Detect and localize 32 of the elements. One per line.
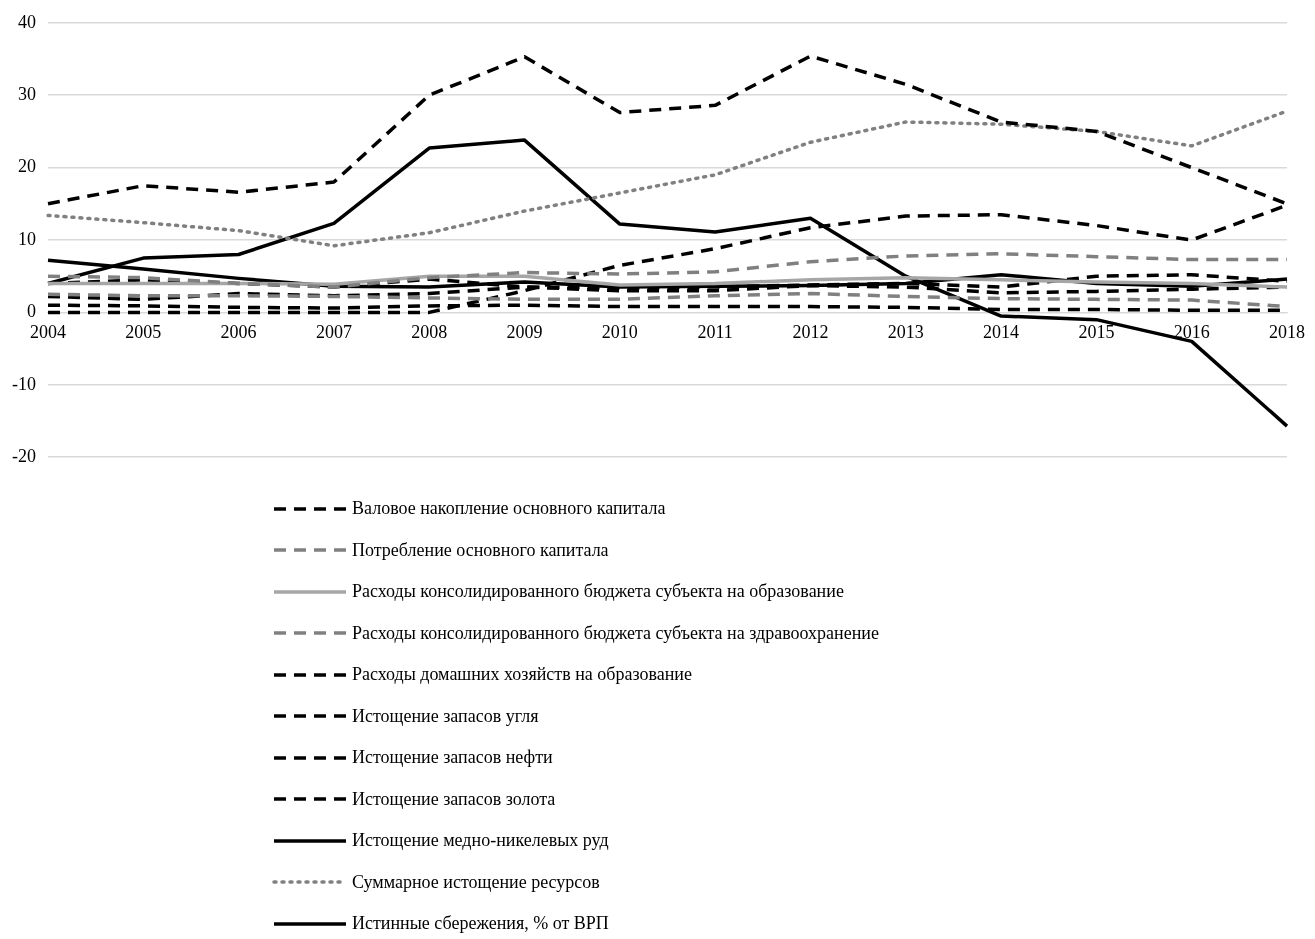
legend-label: Истощение запасов нефти <box>352 747 553 769</box>
legend-label: Суммарное истощение ресурсов <box>352 871 600 893</box>
y-tick-label: 30 <box>17 83 36 104</box>
line-series <box>46 252 1289 289</box>
legend-label: Истощение запасов золота <box>352 788 556 810</box>
x-tick-label: 2015 <box>1078 321 1115 342</box>
x-tick-label: 2010 <box>601 321 638 342</box>
legend-label: Валовое накопление основного капитала <box>352 498 666 520</box>
y-tick-label: 40 <box>17 11 36 32</box>
legend-label: Истощение медно-никелевых руд <box>352 830 609 852</box>
x-tick-label: 2012 <box>792 321 829 342</box>
y-tick-label: 20 <box>17 156 36 177</box>
legend-label: Потребление основного капитала <box>352 539 609 561</box>
x-tick-label: 2006 <box>220 321 257 342</box>
legend-label: Расходы консолидированного бюджета субъекта на здравоохранение <box>352 622 879 644</box>
x-tick-label: 2013 <box>887 321 924 342</box>
legend-label: Расходы домашних хозяйств на образование <box>352 664 692 686</box>
legend-label: Истощение запасов угля <box>352 705 539 727</box>
x-tick-label: 2004 <box>29 321 66 342</box>
x-tick-label: 2009 <box>506 321 543 342</box>
y-tick-label: -20 <box>11 445 36 466</box>
x-tick-label: 2014 <box>983 321 1020 342</box>
y-tick-label: 10 <box>17 228 36 249</box>
y-tick-label: -10 <box>11 373 36 394</box>
x-tick-label: 2007 <box>315 321 352 342</box>
x-tick-label: 2011 <box>697 321 733 342</box>
y-tick-label: 0 <box>26 301 36 322</box>
legend-label: Расходы консолидированного бюджета субъекта на образование <box>352 581 844 603</box>
x-tick-label: 2008 <box>411 321 448 342</box>
x-tick-label: 2005 <box>125 321 162 342</box>
x-tick-label: 2018 <box>1269 321 1305 342</box>
legend-label: Истинные сбережения, % от ВРП <box>352 913 609 935</box>
